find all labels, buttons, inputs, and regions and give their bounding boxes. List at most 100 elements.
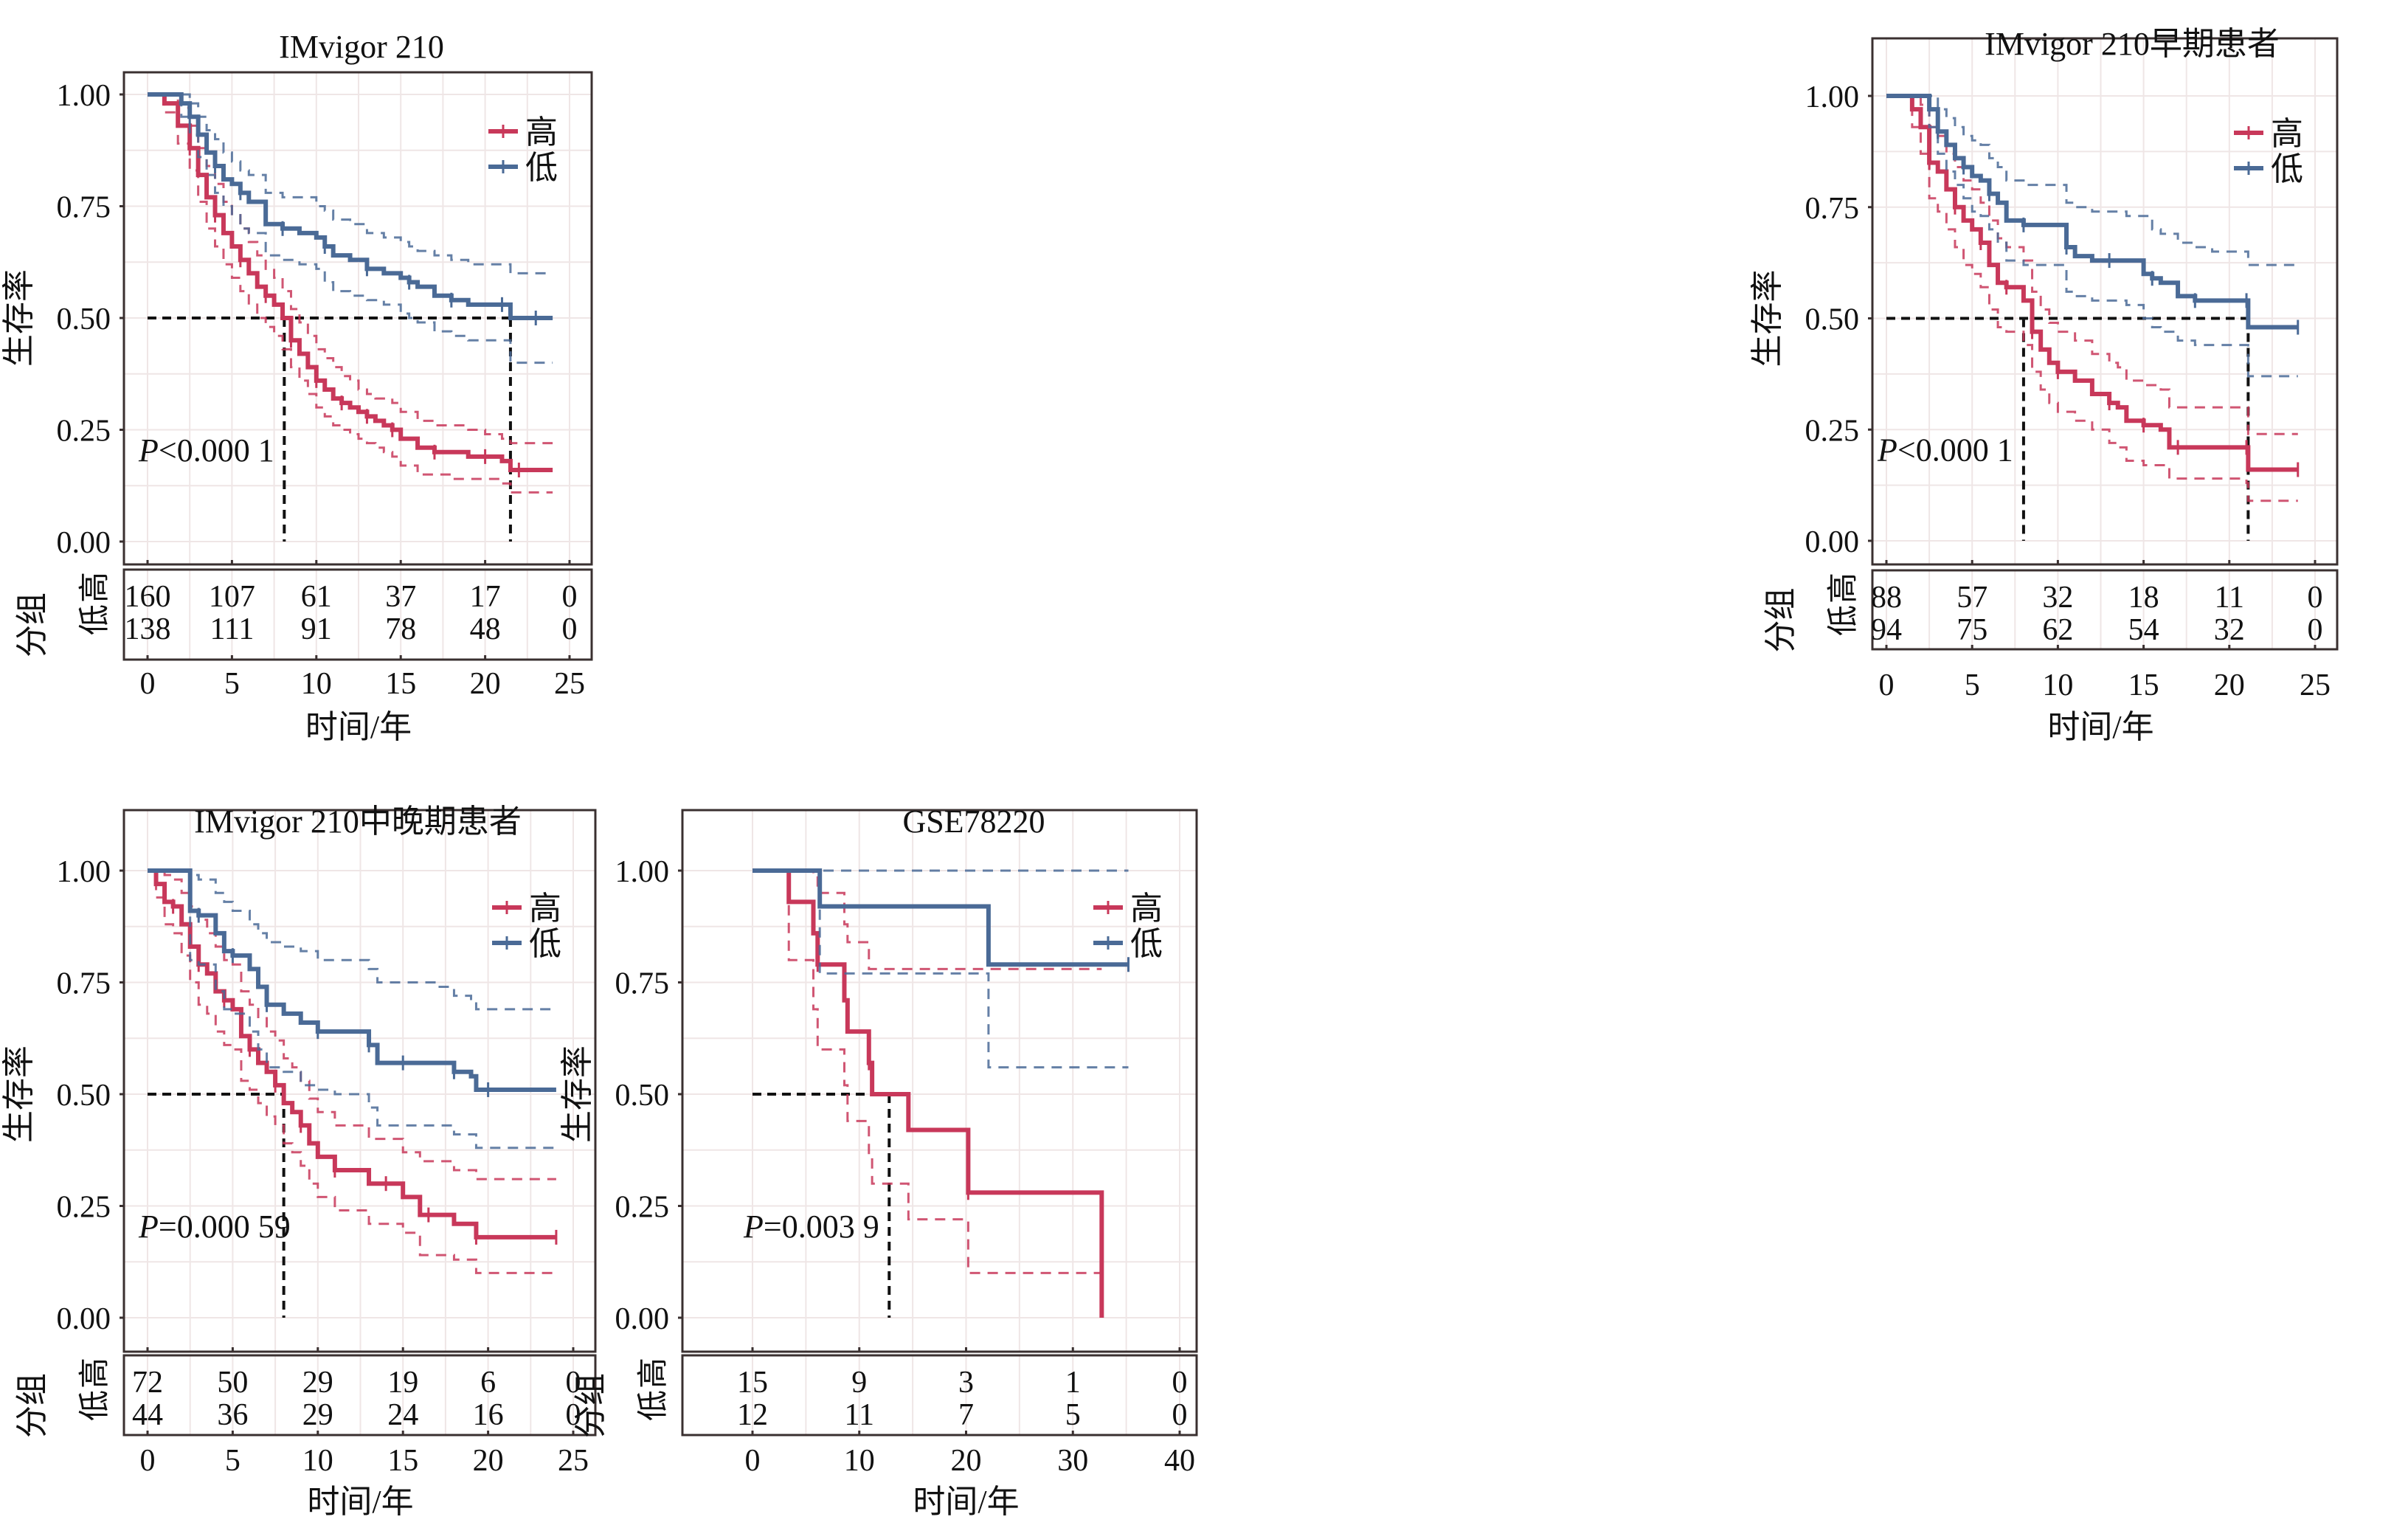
risk-table-label: 分组 [1762,588,1799,653]
risk-count: 29 [302,1398,333,1432]
km-plot-A: IMvigor 210 0.00 0.25 0.50 0.75 1.00 生存率 0 5 10 15… [1,29,593,745]
x-tick-label: 0 [1879,668,1895,702]
survival-curve-low [1886,94,2298,330]
p-value-symbol: P [138,432,159,469]
x-tick-label: 5 [1965,668,1980,702]
y-tick-label: 1.00 [1805,80,1860,114]
p-value: P<0.000 1 [138,432,274,469]
risk-count: 1 [1065,1366,1081,1400]
risk-count: 0 [562,612,578,646]
legend-label: 低 [529,926,561,962]
chart-title: IMvigor 210 [279,29,444,65]
x-tick-label: 10 [302,1444,333,1478]
risk-count: 72 [132,1366,163,1400]
risk-count: 61 [301,580,332,614]
risk-count: 11 [2215,581,2244,615]
p-value-text: <0.000 1 [159,432,274,469]
chart-title: IMvigor 210早期患者 [1985,26,2280,62]
y-tick-label: 0.75 [1805,192,1860,226]
risk-table-frame [122,568,593,661]
y-tick-label: 0.25 [57,415,111,449]
y-tick-label: 0.75 [57,191,111,225]
y-tick-label: 0.00 [615,1302,670,1336]
y-tick-label: 0.75 [57,967,111,1001]
risk-count: 11 [845,1398,874,1432]
risk-count: 50 [217,1366,248,1400]
risk-count: 54 [2128,613,2159,647]
risk-count: 9 [851,1366,867,1400]
ci-lower-low [1886,94,2298,378]
risk-row-label: 高 [637,1358,671,1389]
p-value-text: =0.003 9 [764,1209,879,1245]
x-axis-label: 时间/年 [307,1484,413,1520]
risk-count: 62 [2042,613,2073,647]
x-tick-label: 15 [2128,668,2159,702]
risk-count: 57 [1957,581,1987,615]
km-plot-D: IMvigor 210早期患者 0.00 0.25 0.50 0.75 1.00 生存率 0 5… [1749,26,2339,745]
ci-upper-high [148,869,556,1180]
x-tick-label: 20 [473,1444,504,1478]
p-value-symbol: P [743,1209,764,1245]
risk-row-label: 低 [78,1390,112,1421]
p-value-text: <0.000 1 [1897,432,2013,468]
chart-title: GSE78220 [902,803,1045,840]
x-axis-label: 时间/年 [2047,709,2153,745]
legend-label: 高 [529,891,561,927]
y-tick-label: 0.50 [1805,303,1860,337]
risk-table-label: 分组 [572,1373,609,1438]
y-tick-label: 0.00 [57,1302,111,1336]
risk-row-label: 高 [78,1358,112,1389]
ci-lower-high [752,869,1102,1274]
x-tick-label: 10 [301,667,332,701]
risk-count: 36 [217,1398,248,1432]
y-tick-label: 0.75 [615,967,670,1001]
ci-lower-high [148,93,553,494]
x-tick-label: 25 [554,667,585,701]
risk-count: 0 [1172,1366,1188,1400]
y-tick-label: 0.00 [57,526,111,560]
risk-table-label: 分组 [14,592,50,657]
legend-label: 高 [2271,116,2303,152]
risk-count: 6 [480,1366,496,1400]
risk-count: 5 [1065,1398,1081,1432]
y-tick-label: 0.50 [57,303,111,336]
y-axis-label: 生存率 [559,1045,595,1143]
plot-frame [1871,37,2339,566]
risk-count: 78 [385,612,416,646]
ci-upper-low [148,869,556,1011]
x-tick-label: 5 [224,667,240,701]
risk-count: 0 [566,1398,581,1432]
ci-upper-high [752,869,1102,970]
x-axis-label: 时间/年 [305,709,412,745]
risk-count: 15 [737,1366,768,1400]
risk-count: 0 [2308,581,2323,615]
y-tick-label: 1.00 [615,855,670,889]
x-tick-label: 20 [2214,668,2245,702]
risk-row-label: 低 [1827,605,1861,636]
ci-upper-low [1886,94,2298,266]
y-tick-label: 1.00 [57,79,111,113]
y-tick-label: 0.50 [615,1079,670,1113]
km-plot-E: IMvigor 210中晚期患者 0.00 0.25 0.50 0.75 1.00 生存率 0… [1,803,597,1520]
y-tick-label: 0.25 [615,1191,670,1225]
risk-count: 7 [958,1398,974,1432]
risk-count: 44 [132,1398,163,1432]
risk-count: 18 [2128,581,2159,615]
risk-row-label: 高 [78,572,112,603]
risk-count: 138 [125,612,171,646]
risk-count: 0 [566,1366,581,1400]
y-axis-label: 生存率 [1,269,37,367]
survival-curve-high [1886,94,2298,472]
y-tick-label: 0.00 [1805,525,1860,559]
ci-upper-low [148,93,553,274]
ci-lower-high [1886,94,2298,502]
risk-count: 17 [470,580,501,614]
ci-lower-high [148,869,556,1274]
risk-row-label: 低 [637,1390,671,1421]
legend-label: 高 [1130,891,1163,927]
legend-label: 低 [1130,926,1163,962]
y-tick-label: 0.50 [57,1079,111,1113]
